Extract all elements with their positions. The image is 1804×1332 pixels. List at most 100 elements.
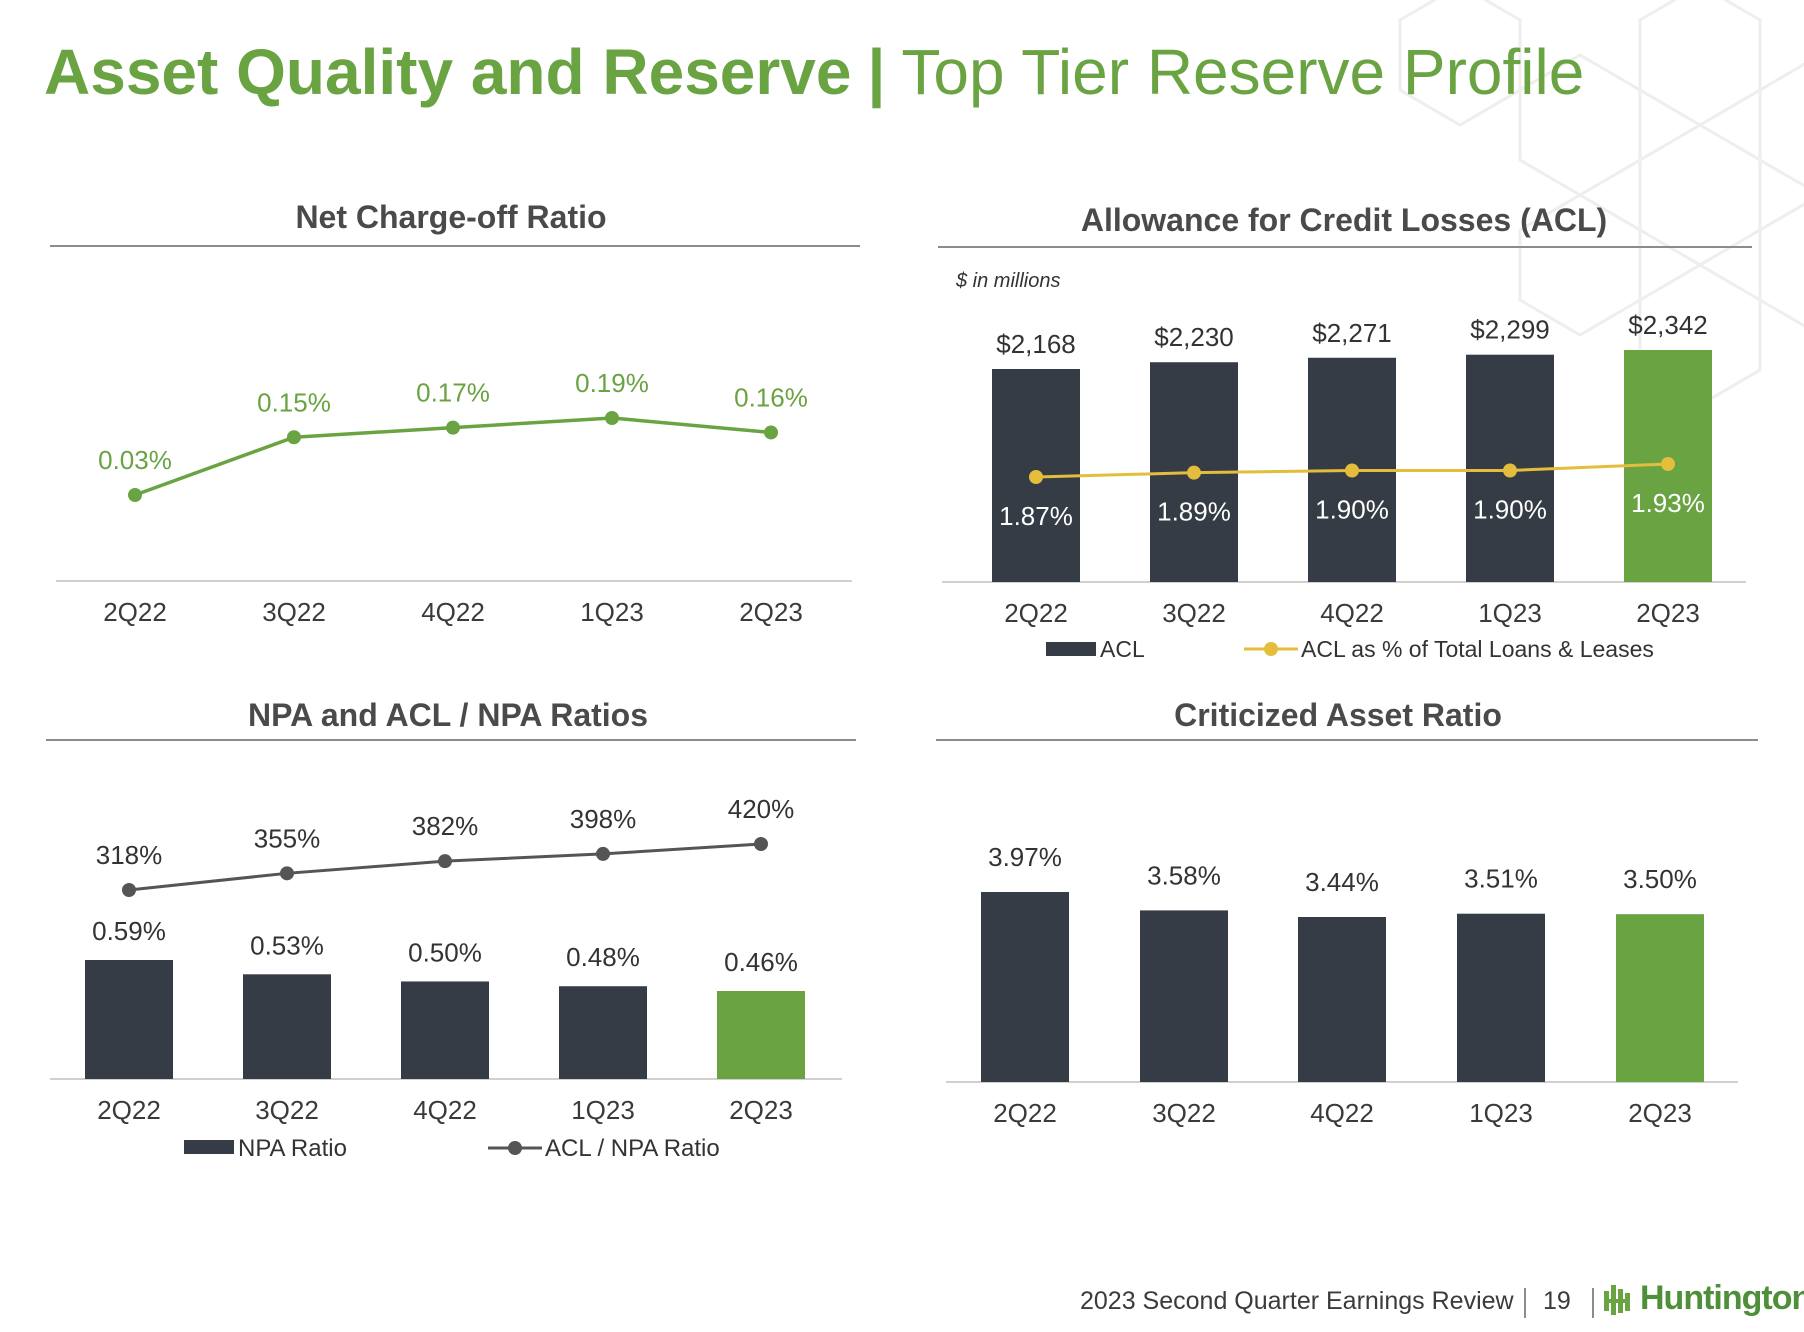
acl-pct-point [1503, 463, 1517, 478]
npa-bar [85, 960, 173, 1079]
criticized-title-rule [936, 739, 1758, 741]
npa-legend-line-label: ACL / NPA Ratio [545, 1135, 720, 1162]
criticized-chart-title: Criticized Asset Ratio [1174, 697, 1502, 733]
acl-pct-point [1187, 465, 1201, 480]
criticized-bar [1298, 917, 1386, 1082]
criticized-bar-label: 3.50% [1623, 864, 1697, 894]
acl-bar-label: $2,168 [996, 329, 1076, 359]
huntington-logo-icon [1604, 1285, 1630, 1315]
npa-bar [243, 974, 331, 1079]
npa-ratio-point [596, 846, 610, 861]
page-title: Asset Quality and Reserve | Top Tier Reser… [44, 30, 1584, 114]
acl-x-tick-label: 1Q23 [1478, 598, 1542, 628]
npa-bar-label: 0.46% [724, 947, 798, 977]
acl-pct-label: 1.90% [1315, 495, 1389, 525]
acl-bar-label: $2,342 [1628, 310, 1708, 340]
npa-ratio-label: 398% [570, 804, 637, 834]
nco-data-label: 0.03% [98, 445, 172, 475]
nco-point [446, 420, 460, 435]
nco-point [764, 425, 778, 440]
acl-pct-label: 1.89% [1157, 497, 1231, 527]
npa-x-tick-label: 2Q22 [97, 1095, 161, 1125]
criticized-bar-label: 3.58% [1147, 860, 1221, 890]
nco-x-tick-label: 2Q23 [739, 597, 803, 627]
nco-data-label: 0.17% [416, 378, 490, 408]
npa-ratio-label: 382% [412, 811, 479, 841]
npa-ratio-point [122, 883, 136, 897]
page-title-separator: | [867, 36, 886, 108]
npa-bar-label: 0.48% [566, 942, 640, 972]
acl-x-tick-label: 2Q22 [1004, 598, 1068, 628]
footer-text: 2023 Second Quarter Earnings Review [1080, 1287, 1514, 1315]
nco-x-tick-label: 3Q22 [262, 597, 326, 627]
nco-data-label: 0.19% [575, 368, 649, 398]
criticized-x-tick-label: 2Q23 [1628, 1098, 1692, 1128]
acl-title-rule [938, 246, 1752, 248]
npa-legend-line-marker [508, 1141, 522, 1155]
nco-point [605, 411, 619, 425]
acl-bar-label: $2,271 [1312, 318, 1392, 348]
npa-ratio-point [754, 837, 768, 851]
criticized-bar [1616, 914, 1704, 1082]
acl-legend-bar-swatch [1046, 642, 1096, 656]
npa-ratio-label: 420% [728, 794, 795, 824]
npa-ratio-point [438, 854, 452, 869]
acl-pct-label: 1.87% [999, 501, 1073, 531]
nco-chart-title: Net Charge-off Ratio [295, 199, 607, 235]
criticized-x-tick-label: 1Q23 [1469, 1098, 1533, 1128]
acl-pct-point [1345, 463, 1359, 478]
criticized-bar [981, 892, 1069, 1082]
nco-x-tick-label: 2Q22 [103, 597, 167, 627]
nco-title-rule [50, 245, 860, 247]
footer-divider [1592, 1288, 1594, 1318]
acl-chart-title: Allowance for Credit Losses (ACL) [1080, 202, 1608, 238]
npa-legend-bar-label: NPA Ratio [238, 1135, 347, 1162]
criticized-bar-label: 3.51% [1464, 864, 1538, 894]
npa-bar [401, 981, 489, 1079]
criticized-bar [1457, 913, 1545, 1082]
npa-title-rule [46, 739, 856, 741]
acl-x-tick-label: 4Q22 [1320, 598, 1384, 628]
npa-x-tick-label: 3Q22 [255, 1095, 319, 1125]
huntington-logo-text: Huntington [1640, 1279, 1804, 1317]
acl-legend-line-marker [1264, 642, 1278, 656]
npa-chart-title: NPA and ACL / NPA Ratios [247, 697, 649, 733]
npa-bar [559, 986, 647, 1079]
criticized-x-tick-label: 3Q22 [1152, 1098, 1216, 1128]
criticized-bar-label: 3.44% [1305, 867, 1379, 897]
nco-x-tick-label: 1Q23 [580, 597, 644, 627]
nco-data-label: 0.16% [734, 382, 808, 412]
nco-point [287, 430, 301, 445]
acl-x-tick-label: 3Q22 [1162, 598, 1226, 628]
acl-legend-bar-label: ACL [1100, 636, 1145, 662]
npa-x-tick-label: 4Q22 [413, 1095, 477, 1125]
npa-bar-label: 0.50% [408, 937, 482, 967]
npa-ratio-label: 355% [254, 823, 321, 853]
nco-data-label: 0.15% [257, 387, 331, 417]
nco-x-tick-label: 4Q22 [421, 597, 485, 627]
criticized-x-tick-label: 4Q22 [1310, 1098, 1374, 1128]
npa-x-tick-label: 2Q23 [729, 1095, 793, 1125]
npa-bar-label: 0.53% [250, 930, 324, 960]
page-title-main: Asset Quality and Reserve [44, 36, 852, 108]
page-number: 19 [1543, 1287, 1571, 1315]
npa-ratio-label: 318% [96, 840, 163, 870]
criticized-bar [1140, 910, 1228, 1082]
npa-ratio-point [280, 866, 294, 881]
footer-divider [1524, 1288, 1526, 1318]
npa-bar [717, 991, 805, 1079]
acl-legend-line-label: ACL as % of Total Loans & Leases [1301, 636, 1654, 662]
acl-pct-point [1661, 457, 1675, 471]
criticized-x-tick-label: 2Q22 [993, 1098, 1057, 1128]
npa-legend-bar-swatch [184, 1140, 234, 1154]
acl-pct-label: 1.93% [1631, 488, 1705, 518]
npa-bar-label: 0.59% [92, 916, 166, 946]
acl-unit-note: $ in millions [956, 270, 1061, 292]
acl-x-tick-label: 2Q23 [1636, 598, 1700, 628]
acl-bar-label: $2,230 [1154, 322, 1234, 352]
page-title-subtitle: Top Tier Reserve Profile [901, 36, 1585, 108]
